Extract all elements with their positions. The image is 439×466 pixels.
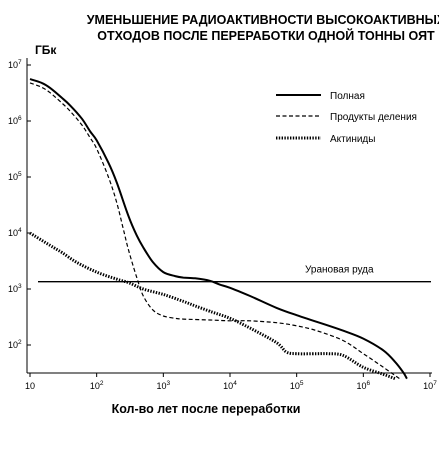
y-tick-label-base: 10: [8, 172, 18, 182]
x-tick-label: 10: [25, 381, 35, 391]
x-tick-label-base: 10: [357, 381, 367, 391]
y-tick-label-exp: 5: [18, 171, 22, 178]
legend: Полная Продукты деления Актиниды: [276, 91, 417, 145]
chart-title-line-2: ОТХОДОВ ПОСЛЕ ПЕРЕРАБОТКИ ОДНОЙ ТОННЫ ОЯ…: [97, 28, 435, 43]
y-tick-label-base: 10: [8, 60, 18, 70]
chart-title-line-1: УМЕНЬШЕНИЕ РАДИОАКТИВНОСТИ ВЫСОКОАКТИВНЫ…: [87, 13, 439, 27]
series-fission-products-line: [29, 82, 400, 380]
legend-total-label: Полная: [330, 91, 365, 102]
y-tick-label: 102: [8, 339, 22, 350]
x-tick-label: 106: [357, 380, 371, 391]
x-tick-label-base: 10: [290, 381, 300, 391]
y-tick-label: 104: [8, 227, 22, 238]
y-axis-unit: ГБк: [35, 43, 57, 57]
y-tick-label: 103: [8, 283, 22, 294]
y-tick-label-base: 10: [8, 340, 18, 350]
series-actinides-line: [29, 231, 396, 381]
x-tick-label: 103: [157, 380, 171, 391]
x-tick-label-base: 10: [90, 381, 100, 391]
y-tick-label: 105: [8, 171, 22, 182]
y-tick-label-base: 10: [8, 228, 18, 238]
y-tick-label-exp: 6: [18, 115, 22, 122]
x-ticks: 10 102 103 104 105 106 107: [25, 373, 437, 391]
legend-fission-products-label: Продукты деления: [330, 112, 417, 123]
y-tick-label-base: 10: [8, 284, 18, 294]
x-tick-label-exp: 5: [300, 380, 304, 387]
y-tick-label-exp: 3: [18, 283, 22, 290]
series-lines: [29, 78, 408, 381]
x-tick-label: 104: [223, 380, 237, 391]
y-tick-label-exp: 4: [18, 227, 22, 234]
y-tick-label-exp: 2: [18, 339, 22, 346]
x-tick-label: 102: [90, 380, 104, 391]
x-tick-label-exp: 6: [367, 380, 371, 387]
x-tick-label-base: 10: [157, 381, 167, 391]
x-tick-label-exp: 7: [433, 380, 437, 387]
x-tick-label-exp: 3: [167, 380, 171, 387]
y-tick-label: 107: [8, 59, 22, 70]
series-total-line: [29, 78, 408, 380]
y-tick-label-exp: 7: [18, 59, 22, 66]
x-tick-label: 107: [423, 380, 437, 391]
y-tick-label: 106: [8, 115, 22, 126]
x-tick-label-base: 10: [223, 381, 233, 391]
legend-actinides-label: Актиниды: [330, 134, 375, 145]
reference-label: Урановая руда: [305, 265, 374, 276]
uranium-ore-reference: Урановая руда: [38, 265, 431, 283]
x-tick-label-exp: 2: [100, 380, 104, 387]
x-tick-label-exp: 4: [233, 380, 237, 387]
x-tick-label-base: 10: [423, 381, 433, 391]
x-tick-label-base: 10: [25, 381, 35, 391]
x-tick-label: 105: [290, 380, 304, 391]
y-tick-label-base: 10: [8, 116, 18, 126]
x-axis-label: Кол-во лет после переработки: [112, 402, 301, 416]
